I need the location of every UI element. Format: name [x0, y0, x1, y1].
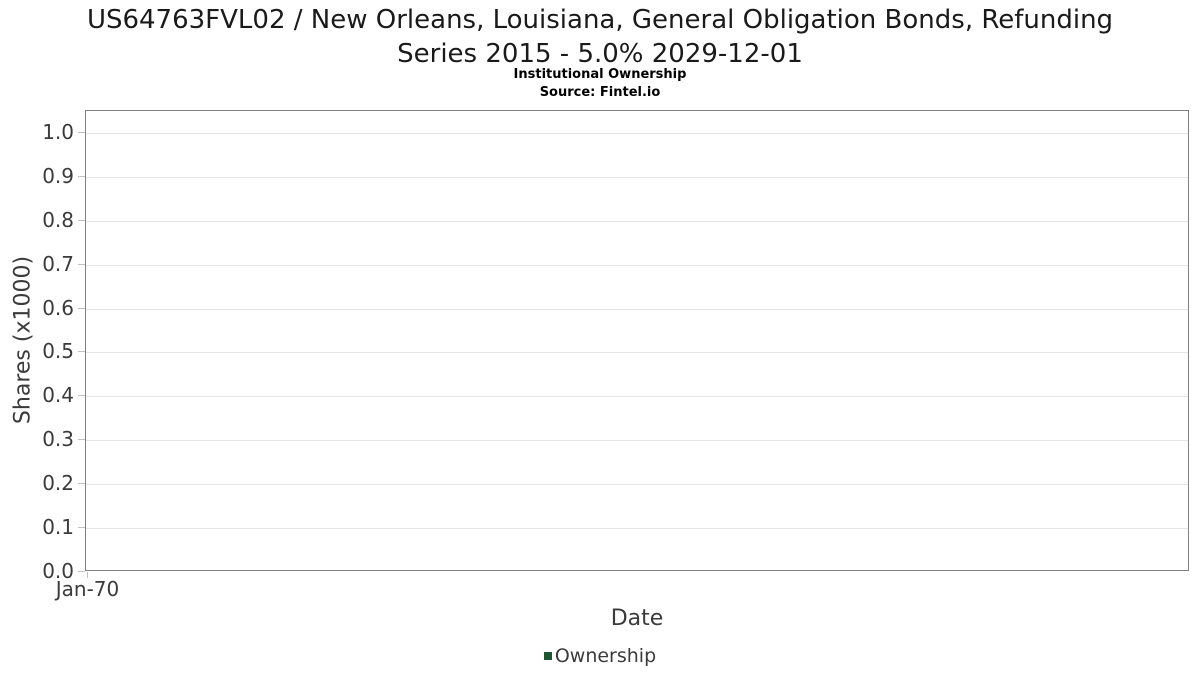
gridline-y-1.0	[86, 133, 1188, 134]
chart-source-credit: Source: Fintel.io	[539, 85, 661, 100]
x-tick-label: Jan-70	[55, 577, 120, 601]
y-tick-label-0.0: 0.0	[42, 559, 74, 583]
y-tick-label-0.5: 0.5	[42, 339, 74, 363]
y-tick-label-0.1: 0.1	[42, 515, 74, 539]
legend-item-ownership[interactable]: Ownership	[543, 645, 657, 667]
y-tick-mark-0.2	[78, 483, 85, 484]
y-tick-label-0.4: 0.4	[42, 383, 74, 407]
y-tick-mark-0.9	[78, 176, 85, 177]
chart-legend: Ownership	[0, 645, 1200, 667]
y-tick-mark-0.3	[78, 439, 85, 440]
gridline-y-0.5	[86, 352, 1188, 353]
x-axis-label: Date	[610, 606, 664, 631]
y-tick-label-0.8: 0.8	[42, 208, 74, 232]
gridline-y-0.4	[86, 396, 1188, 397]
y-tick-label-0.2: 0.2	[42, 471, 74, 495]
chart-subtitle: Institutional Ownership	[513, 67, 687, 82]
legend-item-label: Ownership	[554, 645, 657, 667]
y-tick-mark-0.1	[78, 527, 85, 528]
y-tick-mark-0.4	[78, 395, 85, 396]
plot-area	[85, 110, 1189, 571]
gridline-y-0.2	[86, 484, 1188, 485]
ownership-series-swatch-icon	[543, 652, 552, 660]
chart-title: US64763FVL02 / New Orleans, Louisiana, G…	[0, 3, 1200, 71]
gridline-y-0.1	[86, 528, 1188, 529]
y-tick-label-0.3: 0.3	[42, 427, 74, 451]
y-tick-label-0.9: 0.9	[42, 164, 74, 188]
gridline-y-0.7	[86, 265, 1188, 266]
y-tick-label-0.6: 0.6	[42, 296, 74, 320]
y-tick-mark-1.0	[78, 132, 85, 133]
y-tick-mark-0.0	[78, 571, 85, 572]
y-tick-mark-0.8	[78, 220, 85, 221]
y-tick-label-0.7: 0.7	[42, 252, 74, 276]
y-tick-mark-0.6	[78, 308, 85, 309]
gridline-y-0.8	[86, 221, 1188, 222]
x-tick-mark	[87, 572, 88, 578]
gridline-y-0.3	[86, 440, 1188, 441]
y-tick-mark-0.5	[78, 351, 85, 352]
y-tick-mark-0.7	[78, 264, 85, 265]
gridline-y-0.9	[86, 177, 1188, 178]
chart-title-line1: US64763FVL02 / New Orleans, Louisiana, G…	[86, 5, 1114, 35]
y-tick-label-1.0: 1.0	[42, 120, 74, 144]
gridline-y-0.6	[86, 309, 1188, 310]
chart-title-line2: Series 2015 - 5.0% 2029-12-01	[397, 39, 803, 69]
